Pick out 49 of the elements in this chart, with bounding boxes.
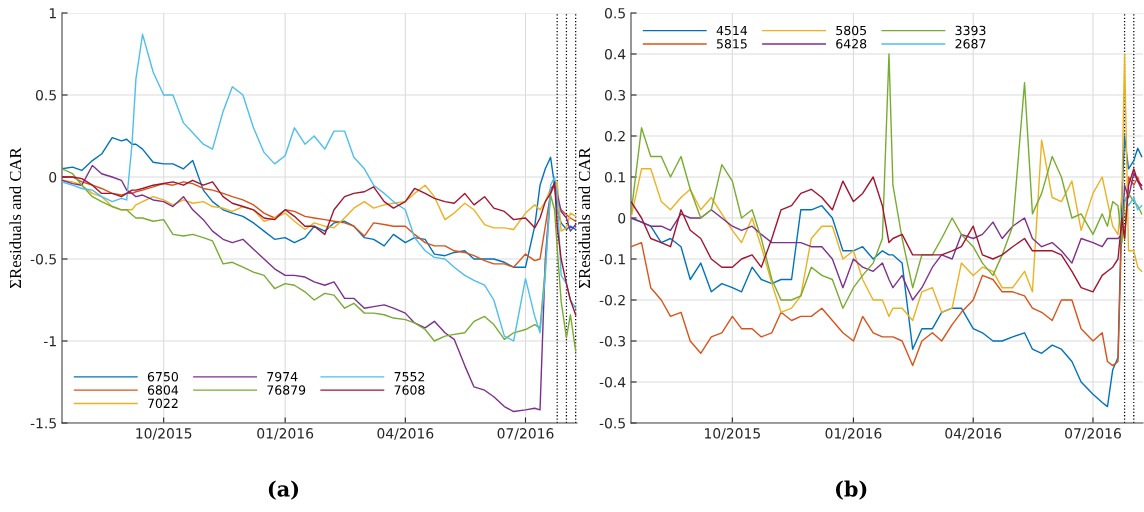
y-tick-label: 0.1 bbox=[604, 171, 625, 183]
y-tick-label: 0.4 bbox=[604, 48, 626, 60]
legend-label: 6750 bbox=[147, 371, 178, 382]
legend-label: 7022 bbox=[148, 398, 178, 409]
legend-label: 5805 bbox=[836, 25, 867, 36]
x-tick-label: 04/2016 bbox=[945, 428, 1002, 440]
y-tick-label: 0.5 bbox=[35, 89, 56, 101]
legend-label: 2687 bbox=[955, 39, 986, 49]
text: (a) bbox=[268, 480, 299, 500]
y-tick-label: 0.3 bbox=[604, 89, 626, 101]
y-tick-label: -0.2 bbox=[599, 294, 625, 306]
y-tick-label: -0.1 bbox=[599, 253, 625, 265]
legend-label: 6428 bbox=[836, 39, 867, 49]
line-series bbox=[62, 168, 577, 352]
text: (b) bbox=[835, 480, 867, 500]
legend-label: 6804 bbox=[147, 385, 179, 395]
y-tick-label: -1 bbox=[43, 336, 56, 347]
y-axis-title: ΣResiduals and CAR bbox=[578, 147, 591, 288]
y-tick-label: -1.5 bbox=[30, 418, 56, 429]
legend-label: 4514 bbox=[716, 25, 748, 36]
line-series bbox=[62, 179, 577, 232]
x-tick-label: 04/2016 bbox=[377, 428, 434, 440]
y-tick-label: -0.5 bbox=[30, 253, 56, 265]
x-tick-label: 10/2015 bbox=[136, 428, 192, 440]
x-tick-label: 01/2016 bbox=[825, 428, 882, 440]
y-tick-label: -0.3 bbox=[599, 335, 626, 347]
x-tick-label: 07/2016 bbox=[1065, 428, 1121, 440]
legend-label: 7974 bbox=[267, 371, 298, 382]
line-series bbox=[62, 136, 577, 268]
y-tick-label: 0 bbox=[618, 212, 626, 224]
line-series bbox=[62, 33, 577, 342]
line-series bbox=[62, 164, 577, 413]
y-tick-label: 0.2 bbox=[604, 130, 625, 142]
y-tick-label: 1 bbox=[49, 8, 56, 19]
line-series bbox=[631, 176, 1143, 367]
legend-label: 76879 bbox=[267, 385, 306, 395]
y-axis-title: ΣResiduals and CAR bbox=[9, 147, 22, 288]
legend-label: 7552 bbox=[394, 371, 425, 382]
legend-label: 3393 bbox=[955, 25, 986, 36]
y-tick-label: 0.5 bbox=[604, 7, 625, 19]
x-tick-label: 10/2015 bbox=[705, 428, 760, 440]
line-series bbox=[62, 176, 577, 316]
y-tick-label: -0.4 bbox=[599, 376, 626, 388]
x-tick-label: 01/2016 bbox=[257, 428, 314, 440]
x-tick-label: 07/2016 bbox=[497, 428, 554, 440]
legend-label: 7608 bbox=[394, 385, 425, 395]
legend-label: 5815 bbox=[716, 39, 747, 49]
y-tick-label: 0 bbox=[49, 171, 57, 183]
y-tick-label: -0.5 bbox=[599, 417, 625, 429]
